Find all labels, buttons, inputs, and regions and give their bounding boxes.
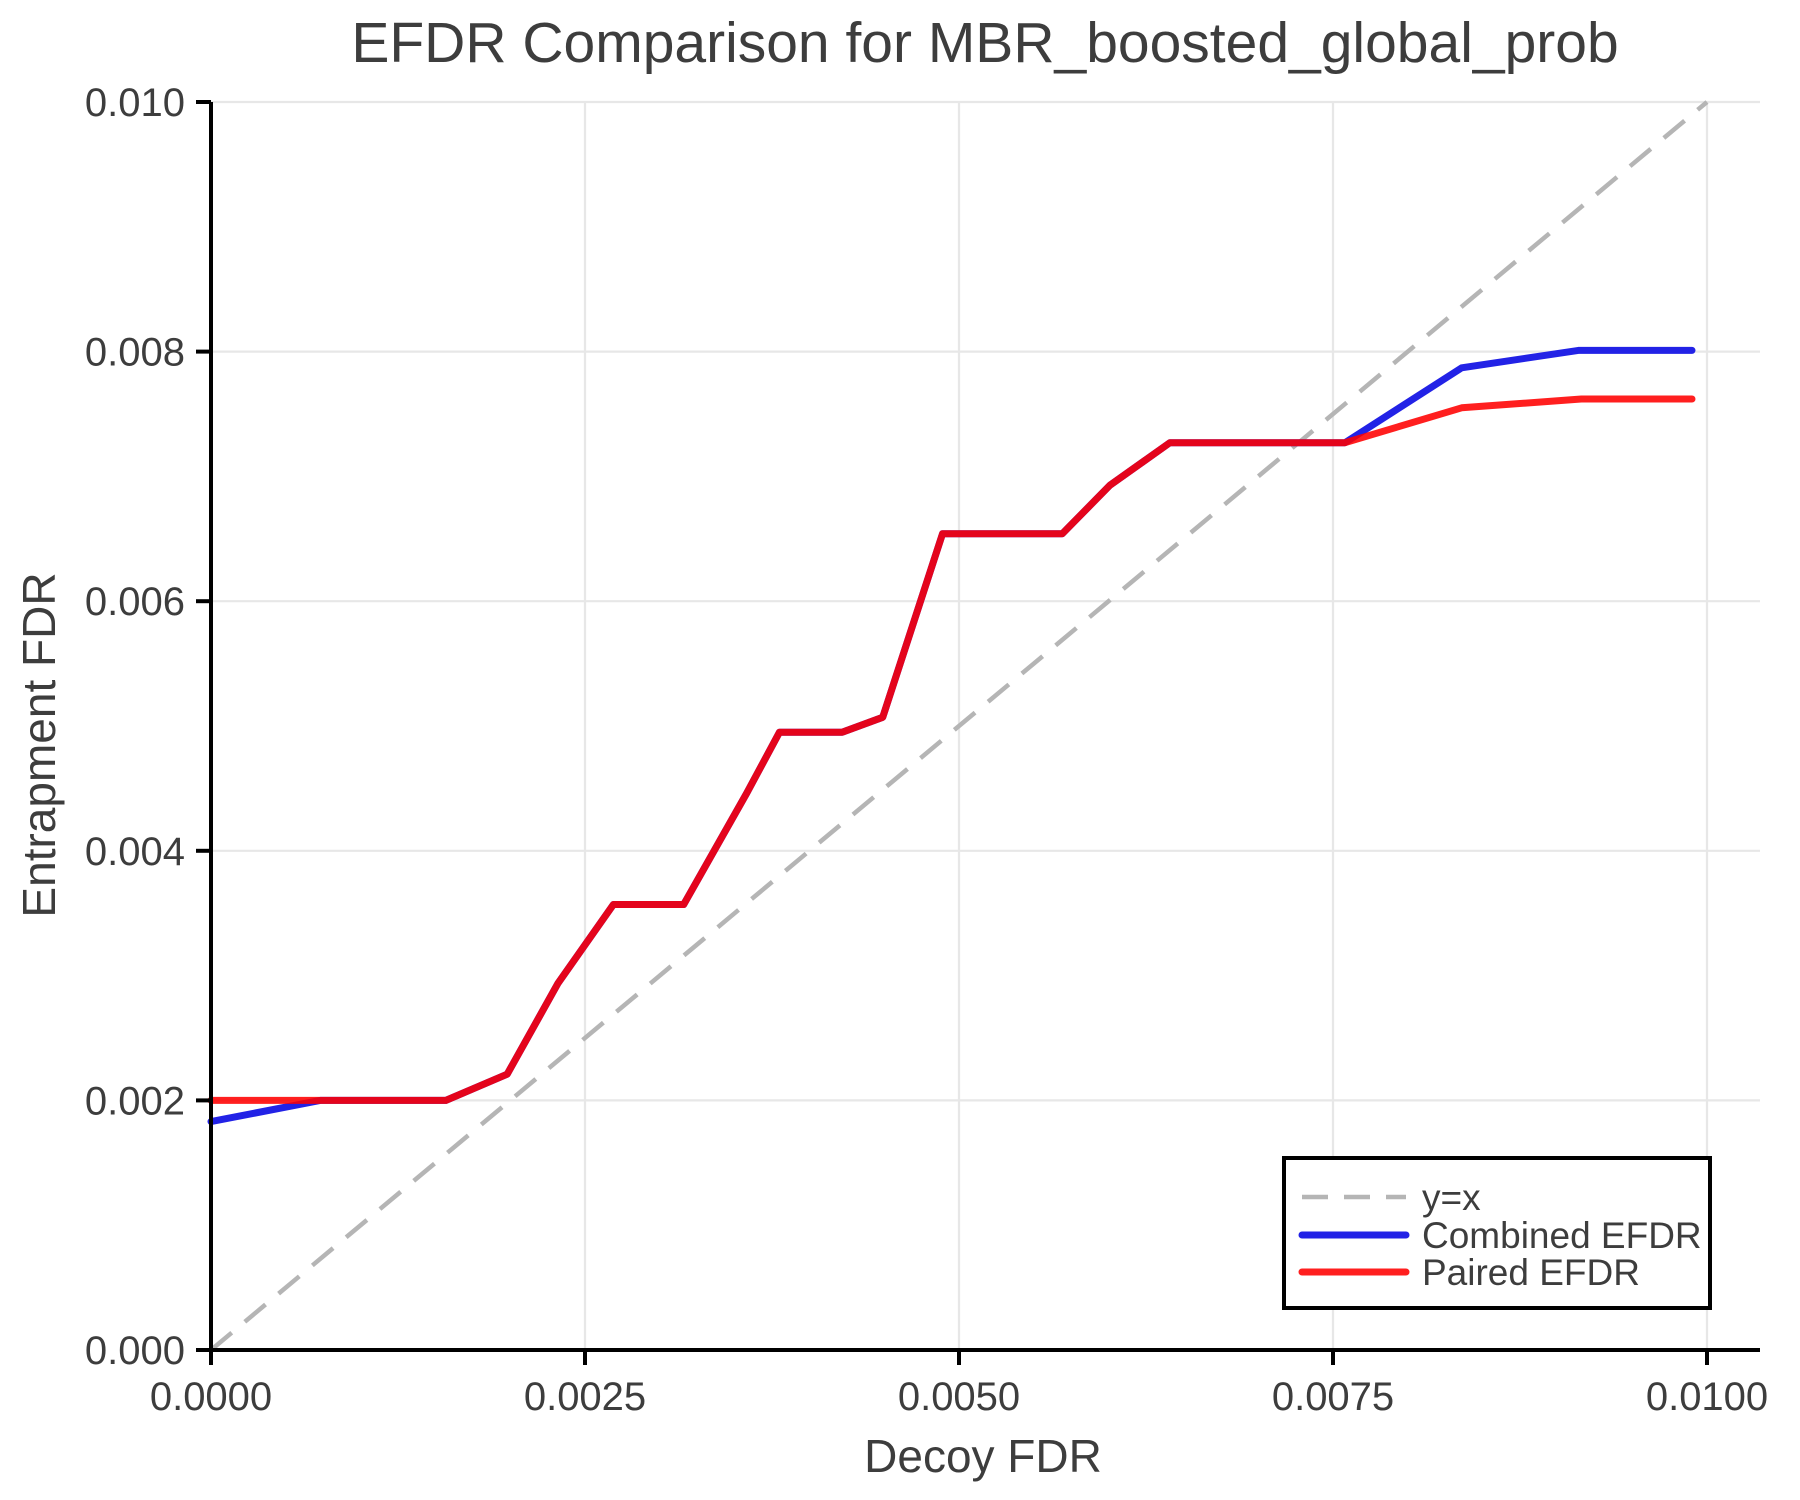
x-tick-label: 0.0100: [1646, 1375, 1768, 1419]
tick-marks: [196, 100, 1709, 1365]
series-line-combined-efdr: [207, 346, 1696, 1126]
y-tick-label: 0.006: [85, 580, 185, 624]
x-tick-label: 0.0025: [524, 1375, 646, 1419]
legend-label: y=x: [1422, 1177, 1481, 1218]
chart-title: EFDR Comparison for MBR_boosted_global_p…: [351, 11, 1618, 75]
series-line-paired-efdr: [207, 395, 1696, 1104]
x-axis-label: Decoy FDR: [864, 1430, 1102, 1482]
legend-label: Combined EFDR: [1422, 1215, 1702, 1256]
data-series: [207, 100, 1709, 1352]
y-tick-label: 0.008: [85, 331, 185, 375]
x-tick-label: 0.0075: [1272, 1375, 1394, 1419]
tick-labels: 0.0000 0.0025 0.0050 0.0075 0.0100 0.000 0.002…: [85, 81, 1768, 1419]
y-tick-label: 0.004: [85, 830, 185, 874]
x-tick-label: 0.0050: [898, 1375, 1020, 1419]
y-tick-label: 0.010: [85, 81, 185, 125]
x-tick-label: 0.0000: [150, 1375, 272, 1419]
axes-spines: [209, 102, 1760, 1352]
y-tick-label: 0.000: [85, 1329, 185, 1373]
y-axis-label: Entrapment FDR: [13, 572, 65, 917]
series-line-y-x: [209, 100, 1709, 1352]
legend-label: Paired EFDR: [1422, 1252, 1640, 1293]
y-tick-label: 0.002: [85, 1079, 185, 1123]
